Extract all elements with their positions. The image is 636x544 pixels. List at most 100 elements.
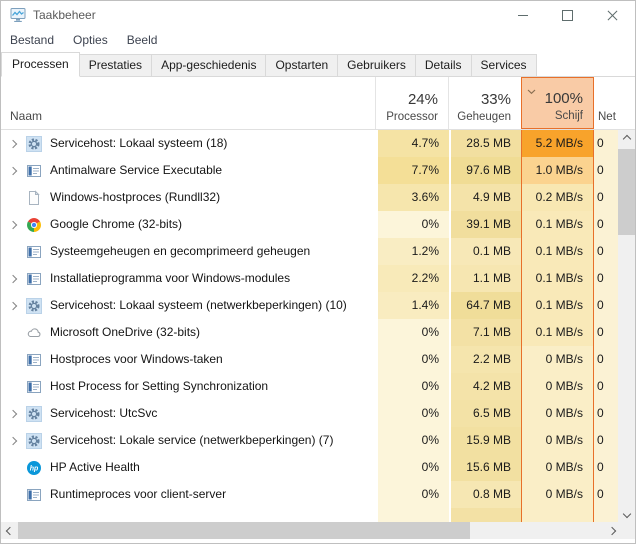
cpu-value: [376, 508, 449, 522]
process-name-cell: Antimalware Service Executable: [1, 157, 376, 184]
disk-value: 0 MB/s: [521, 400, 594, 427]
chevron-left-icon: [5, 526, 14, 535]
column-header-naam[interactable]: Naam: [1, 77, 376, 129]
table-row[interactable]: Microsoft OneDrive (32-bits) 0% 7.1 MB 0…: [1, 319, 635, 346]
process-name-cell: Servicehost: Lokaal systeem (netwerkbepe…: [1, 292, 376, 319]
memory-value: 64.7 MB: [449, 292, 521, 319]
table-row[interactable]: Servicehost: Lokaal systeem (18) 4.7% 28…: [1, 130, 635, 157]
table-row[interactable]: Servicehost: UtcSvc 0% 6.5 MB 0 MB/s 0: [1, 400, 635, 427]
process-name-cell: Google Chrome (32-bits): [1, 211, 376, 238]
table-row[interactable]: [1, 508, 635, 522]
memory-value: 15.6 MB: [449, 454, 521, 481]
expand-chevron-icon[interactable]: [8, 301, 18, 310]
process-name: Hostproces voor Windows-taken: [50, 352, 223, 366]
disk-value: 0.1 MB/s: [521, 319, 594, 346]
table-row[interactable]: Runtimeproces voor client-server 0% 0.8 …: [1, 481, 635, 508]
cpu-value: 0%: [376, 346, 449, 373]
column-header-netwerk[interactable]: Net: [598, 111, 616, 123]
expand-chevron-icon[interactable]: [8, 220, 18, 229]
tab-processen[interactable]: Processen: [1, 52, 80, 77]
expand-chevron-icon[interactable]: [8, 274, 18, 283]
menu-bestand[interactable]: Bestand: [10, 33, 55, 47]
maximize-button[interactable]: [545, 1, 590, 29]
column-header-processor[interactable]: 24% Processor: [376, 77, 449, 129]
process-name-cell: Systeemgeheugen en gecomprimeerd geheuge…: [1, 238, 376, 265]
process-name-cell: Windows-hostproces (Rundll32): [1, 184, 376, 211]
memory-value: 4.2 MB: [449, 373, 521, 400]
memory-value: 28.5 MB: [449, 130, 521, 157]
memory-column-label: Geheugen: [457, 111, 511, 123]
window-title: Taakbeheer: [33, 8, 96, 22]
table-row[interactable]: Servicehost: Lokaal systeem (netwerkbepe…: [1, 292, 635, 319]
tab-opstarten[interactable]: Opstarten: [265, 54, 339, 77]
tab-details[interactable]: Details: [414, 54, 472, 77]
memory-value: 6.5 MB: [449, 400, 521, 427]
cpu-value: 0%: [376, 481, 449, 508]
horizontal-scrollbar-thumb[interactable]: [18, 522, 470, 539]
process-name-cell: Runtimeproces voor client-server: [1, 481, 376, 508]
cpu-value: 0%: [376, 427, 449, 454]
menu-bar: Bestand Opties Beeld: [1, 29, 635, 51]
memory-value: 15.9 MB: [449, 427, 521, 454]
table-row[interactable]: Servicehost: Lokale service (netwerkbepe…: [1, 427, 635, 454]
horizontal-scrollbar[interactable]: [1, 522, 620, 539]
table-row[interactable]: Host Process for Setting Synchronization…: [1, 373, 635, 400]
process-name: Windows-hostproces (Rundll32): [50, 190, 221, 204]
expand-chevron-icon[interactable]: [8, 409, 18, 418]
close-button[interactable]: [590, 1, 635, 29]
scroll-down-button[interactable]: [618, 505, 635, 522]
table-row[interactable]: Installatieprogramma voor Windows-module…: [1, 265, 635, 292]
app-window-icon: [26, 163, 42, 179]
table-row[interactable]: Google Chrome (32-bits) 0% 39.1 MB 0.1 M…: [1, 211, 635, 238]
minimize-button[interactable]: [500, 1, 545, 29]
onedrive-cloud-icon: [26, 325, 42, 341]
scroll-up-button[interactable]: [618, 130, 635, 147]
menu-beeld[interactable]: Beeld: [126, 33, 158, 47]
memory-total-usage: 33%: [480, 91, 511, 108]
expand-chevron-icon[interactable]: [8, 139, 18, 148]
close-icon: [607, 10, 618, 21]
disk-value: [521, 508, 594, 522]
process-name-cell: Servicehost: Lokale service (netwerkbepe…: [1, 427, 376, 454]
cpu-value: 0%: [376, 319, 449, 346]
expand-chevron-icon[interactable]: [8, 436, 18, 445]
process-name-cell: Servicehost: UtcSvc: [1, 400, 376, 427]
memory-value: 4.9 MB: [449, 184, 521, 211]
cpu-value: 3.6%: [376, 184, 449, 211]
process-name-cell: Installatieprogramma voor Windows-module…: [1, 265, 376, 292]
process-name: Servicehost: UtcSvc: [50, 406, 158, 420]
vertical-scrollbar[interactable]: [618, 130, 635, 522]
table-row[interactable]: Hostproces voor Windows-taken 0% 2.2 MB …: [1, 346, 635, 373]
maximize-icon: [562, 9, 573, 21]
cpu-column-label: Processor: [386, 111, 438, 123]
chevron-up-icon: [622, 134, 631, 143]
services-gear-icon: [26, 297, 42, 314]
table-row[interactable]: Antimalware Service Executable 7.7% 97.6…: [1, 157, 635, 184]
table-row[interactable]: hp HP Active Health 0% 15.6 MB 0 MB/s 0: [1, 454, 635, 481]
app-window-icon: [26, 271, 42, 287]
process-name-cell: Host Process for Setting Synchronization: [1, 373, 376, 400]
column-header-schijf[interactable]: 100% Schijf: [521, 77, 594, 129]
services-gear-icon: [26, 432, 42, 449]
tab-services[interactable]: Services: [470, 54, 537, 77]
services-gear-icon: [26, 405, 42, 422]
disk-total-usage: 100%: [544, 90, 583, 107]
process-rows: Servicehost: Lokaal systeem (18) 4.7% 28…: [1, 130, 635, 522]
disk-value: 0.2 MB/s: [521, 184, 594, 211]
menu-opties[interactable]: Opties: [73, 33, 108, 47]
expand-chevron-icon[interactable]: [8, 166, 18, 175]
tab-prestaties[interactable]: Prestaties: [78, 54, 153, 77]
process-name: HP Active Health: [50, 460, 140, 474]
window-controls: [500, 1, 635, 29]
vertical-scrollbar-thumb[interactable]: [618, 149, 635, 235]
tab-app-geschiedenis[interactable]: App-geschiedenis: [151, 54, 267, 77]
column-header-geheugen[interactable]: 33% Geheugen: [449, 77, 521, 129]
memory-value: 0.1 MB: [449, 238, 521, 265]
scroll-right-button[interactable]: [603, 522, 620, 539]
table-row[interactable]: Windows-hostproces (Rundll32) 3.6% 4.9 M…: [1, 184, 635, 211]
chevron-down-icon: [622, 509, 631, 518]
scroll-left-button[interactable]: [1, 522, 18, 539]
tab-gebruikers[interactable]: Gebruikers: [337, 54, 416, 77]
disk-value: 0 MB/s: [521, 346, 594, 373]
table-row[interactable]: Systeemgeheugen en gecomprimeerd geheuge…: [1, 238, 635, 265]
